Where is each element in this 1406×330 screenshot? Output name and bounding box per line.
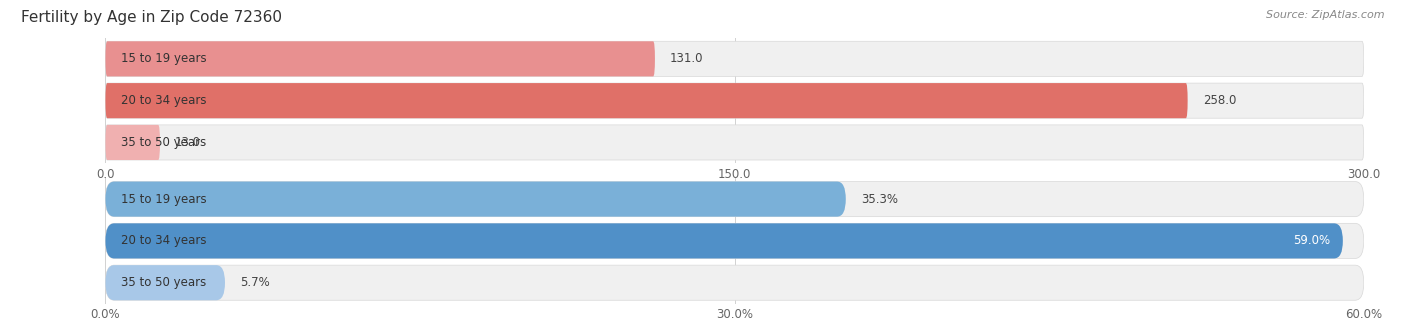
Text: 35 to 50 years: 35 to 50 years — [121, 276, 205, 289]
Text: Fertility by Age in Zip Code 72360: Fertility by Age in Zip Code 72360 — [21, 10, 283, 25]
Text: 59.0%: 59.0% — [1294, 234, 1330, 248]
FancyBboxPatch shape — [105, 83, 1364, 118]
FancyBboxPatch shape — [105, 182, 846, 217]
Text: 20 to 34 years: 20 to 34 years — [121, 94, 207, 107]
Text: 15 to 19 years: 15 to 19 years — [121, 193, 207, 206]
Text: Source: ZipAtlas.com: Source: ZipAtlas.com — [1267, 10, 1385, 20]
FancyBboxPatch shape — [105, 41, 1364, 77]
Text: 20 to 34 years: 20 to 34 years — [121, 234, 207, 248]
Text: 35 to 50 years: 35 to 50 years — [121, 136, 205, 149]
FancyBboxPatch shape — [105, 223, 1343, 258]
Text: 5.7%: 5.7% — [240, 276, 270, 289]
FancyBboxPatch shape — [105, 223, 1364, 258]
Text: 15 to 19 years: 15 to 19 years — [121, 52, 207, 65]
Text: 131.0: 131.0 — [671, 52, 703, 65]
FancyBboxPatch shape — [105, 125, 160, 160]
FancyBboxPatch shape — [105, 265, 1364, 300]
FancyBboxPatch shape — [105, 83, 1188, 118]
FancyBboxPatch shape — [105, 41, 655, 77]
FancyBboxPatch shape — [105, 125, 1364, 160]
Text: 258.0: 258.0 — [1202, 94, 1236, 107]
FancyBboxPatch shape — [105, 265, 225, 300]
Text: 35.3%: 35.3% — [860, 193, 898, 206]
Text: 13.0: 13.0 — [176, 136, 201, 149]
FancyBboxPatch shape — [105, 182, 1364, 217]
